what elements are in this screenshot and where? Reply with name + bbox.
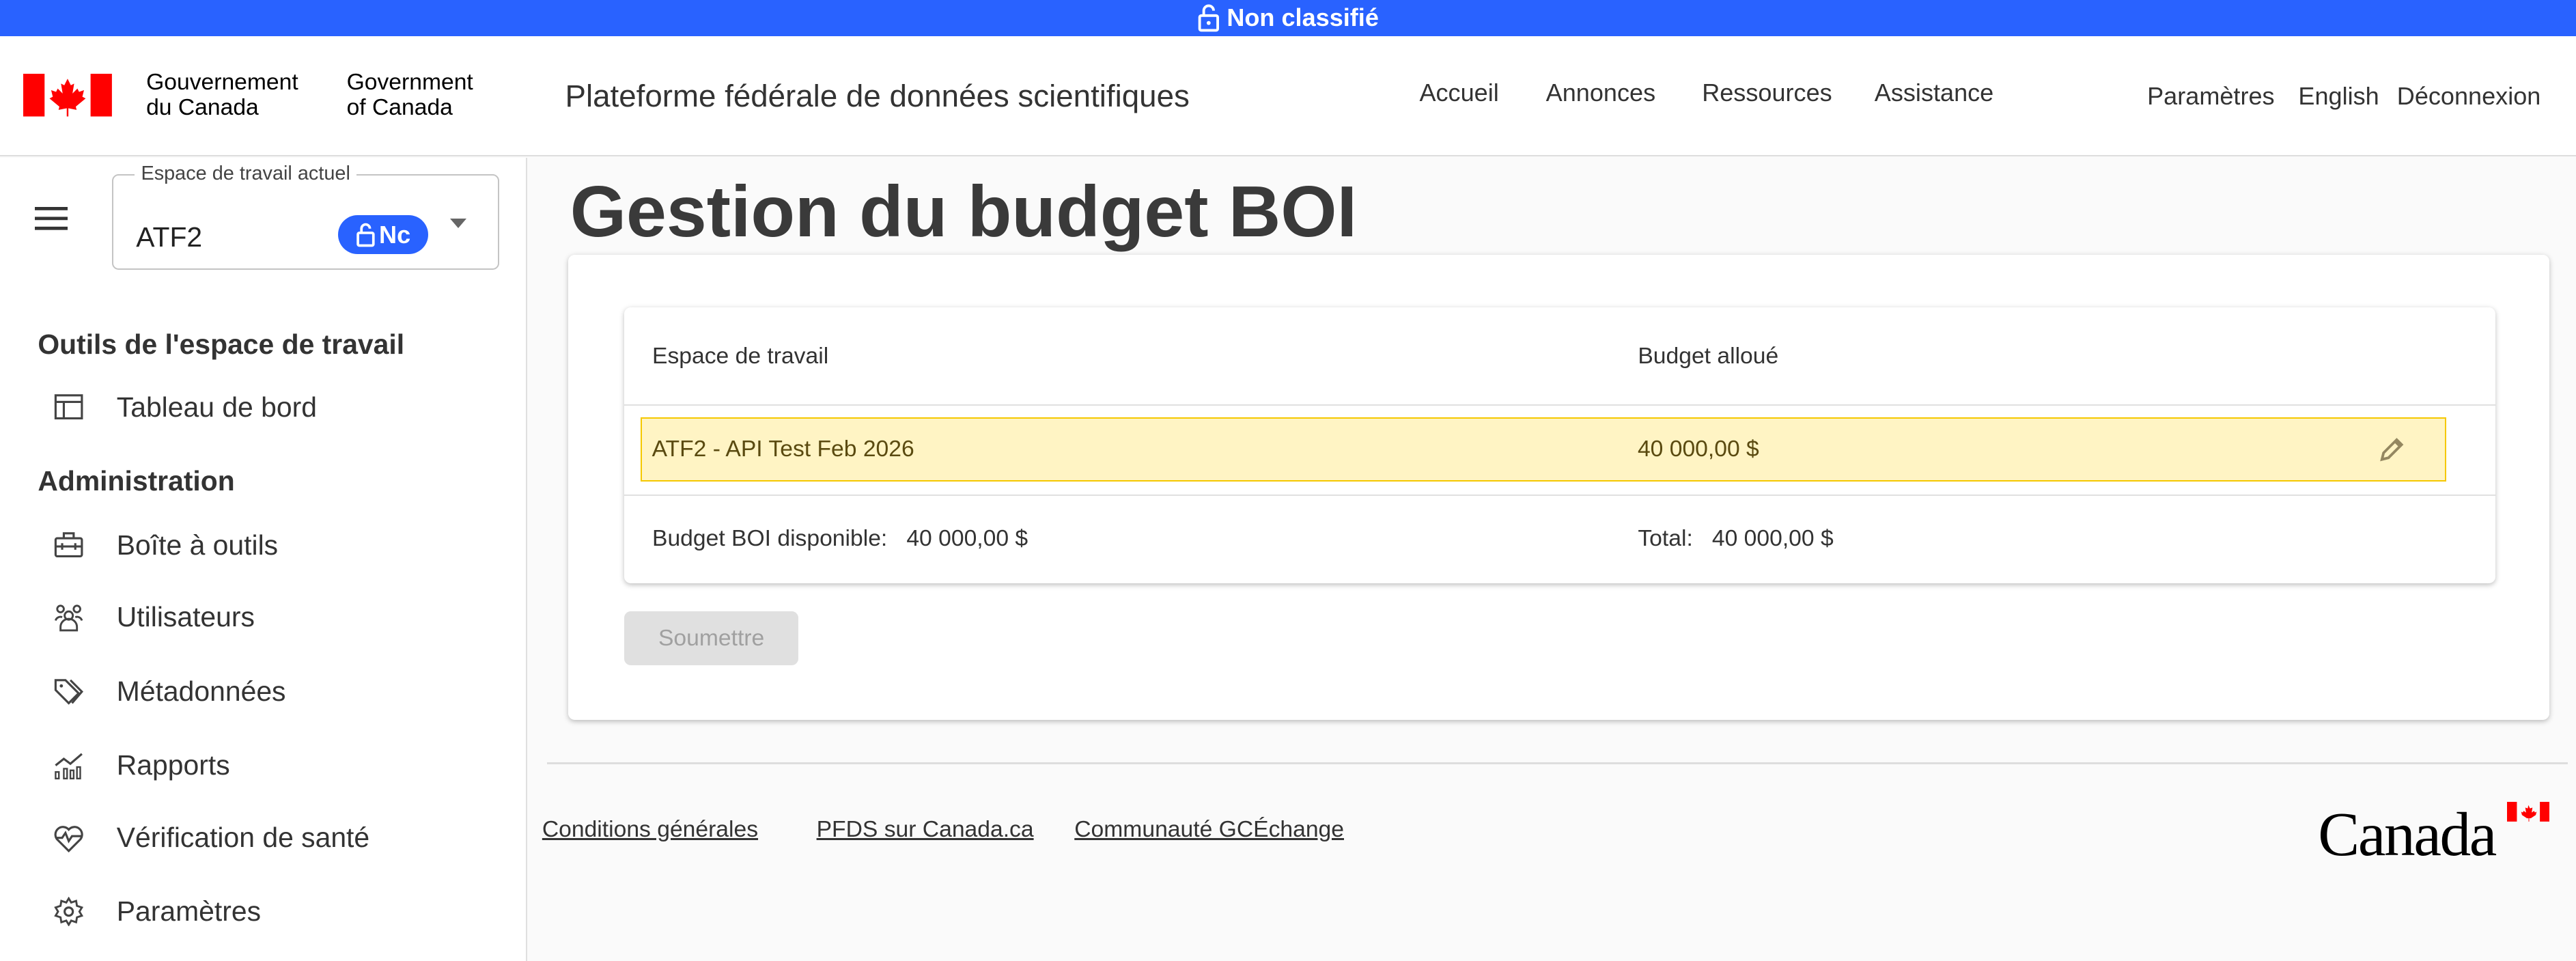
- heart-pulse-icon: [54, 825, 84, 852]
- section-administration: Administration: [38, 464, 235, 497]
- edit-pencil-icon[interactable]: [2379, 436, 2405, 462]
- divider: [624, 495, 2496, 497]
- dashboard-icon: [55, 394, 83, 420]
- budget-card: Espace de travail Budget alloué ATF2 - A…: [568, 254, 2550, 720]
- gov-en: Government of Canada: [346, 70, 473, 120]
- tags-icon: [55, 678, 84, 705]
- page-title: Gestion du budget BOI: [570, 171, 1358, 253]
- nav-assistance[interactable]: Assistance: [1874, 79, 1994, 107]
- footer-link-terms[interactable]: Conditions générales: [542, 816, 759, 842]
- canada-wordmark: Canada: [2318, 798, 2550, 870]
- sidebar-item-metadata[interactable]: Métadonnées: [54, 676, 286, 708]
- sidebar-item-users[interactable]: Utilisateurs: [54, 601, 255, 633]
- total-budget: Total: 40 000,00 $: [1638, 525, 1834, 551]
- submit-button[interactable]: Soumettre: [624, 611, 799, 666]
- row-budget: 40 000,00 $: [1637, 436, 1759, 462]
- site-title[interactable]: Plateforme fédérale de données scientifi…: [565, 79, 1190, 114]
- menu-icon[interactable]: [34, 207, 68, 230]
- toolbox-icon: [55, 532, 83, 558]
- table-row[interactable]: ATF2 - API Test Feb 2026 40 000,00 $: [641, 417, 2446, 482]
- classification-label: Non classifié: [1227, 3, 1379, 32]
- sidebar-item-health-check[interactable]: Vérification de santé: [54, 822, 369, 854]
- sidebar-item-dashboard[interactable]: Tableau de bord: [54, 391, 317, 423]
- available-budget: Budget BOI disponible: 40 000,00 $: [652, 525, 1028, 551]
- lock-open-icon: [1198, 4, 1220, 32]
- canada-flag-icon: [23, 74, 112, 117]
- column-header-workspace: Espace de travail: [652, 343, 829, 369]
- header: Gouvernement du Canada Government of Canad…: [0, 36, 2576, 156]
- language-toggle[interactable]: English: [2298, 82, 2379, 111]
- divider: [624, 404, 2496, 406]
- column-header-budget: Budget alloué: [1638, 343, 1779, 369]
- footer-divider: [547, 762, 2568, 764]
- row-workspace: ATF2 - API Test Feb 2026: [652, 436, 914, 462]
- nav-accueil[interactable]: Accueil: [1419, 79, 1499, 107]
- sidebar-item-settings[interactable]: Paramètres: [54, 895, 261, 928]
- sidebar-item-toolbox[interactable]: Boîte à outils: [54, 529, 278, 561]
- gov-fr: Gouvernement du Canada: [146, 70, 298, 120]
- sidebar-item-reports[interactable]: Rapports: [54, 749, 230, 781]
- logout-link[interactable]: Déconnexion: [2396, 82, 2541, 111]
- chart-icon: [55, 753, 83, 779]
- footer-link-canada-ca[interactable]: PFDS sur Canada.ca: [816, 816, 1034, 842]
- gear-icon: [54, 896, 84, 927]
- nav-ressources[interactable]: Ressources: [1702, 79, 1832, 107]
- workspace-select-value: ATF2: [136, 221, 203, 253]
- section-workspace-tools: Outils de l'espace de travail: [38, 329, 405, 361]
- classification-banner: Non classifié: [0, 0, 2576, 36]
- wordmark-flag-icon: [2506, 801, 2550, 822]
- workspace-select[interactable]: Espace de travail actuel ATF2 Nc: [111, 162, 500, 270]
- lock-open-icon: [356, 223, 376, 247]
- sidebar: Espace de travail actuel ATF2 Nc Outils …: [0, 157, 528, 961]
- settings-link[interactable]: Paramètres: [2147, 82, 2275, 111]
- users-icon: [55, 604, 83, 632]
- nav-annonces[interactable]: Annonces: [1545, 79, 1656, 107]
- workspace-select-label: Espace de travail actuel: [134, 162, 357, 185]
- budget-table: Espace de travail Budget alloué ATF2 - A…: [624, 307, 2496, 583]
- chevron-down-icon[interactable]: [449, 218, 466, 228]
- classification-badge: Nc: [338, 214, 429, 255]
- footer-link-gcexchange[interactable]: Communauté GCÉchange: [1074, 816, 1344, 842]
